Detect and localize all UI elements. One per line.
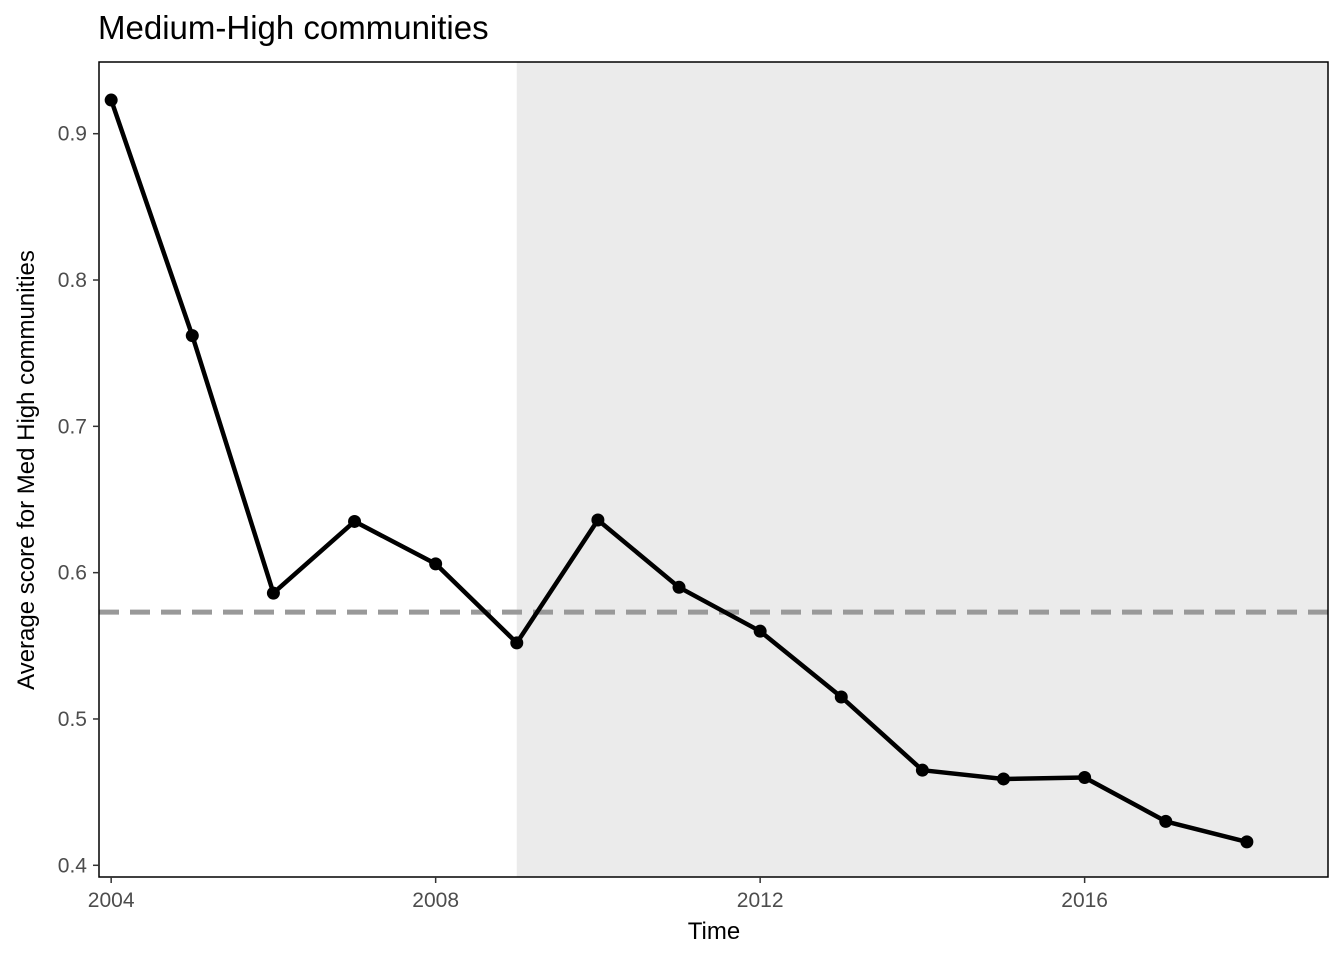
data-point-2013 [834, 690, 848, 704]
data-point-2004 [104, 93, 118, 107]
y-tick-label: 0.6 [58, 562, 87, 585]
data-point-2009 [510, 636, 524, 650]
y-tick-label: 0.4 [58, 854, 88, 877]
x-axis-title: Time [688, 918, 740, 945]
plot-background [99, 62, 1328, 877]
data-point-2017 [1159, 814, 1173, 828]
data-point-2005 [185, 329, 199, 343]
chart-title: Medium-High communities [98, 9, 489, 46]
x-tick-label: 2008 [412, 889, 459, 912]
x-tick-label: 2012 [737, 889, 784, 912]
data-point-2012 [753, 624, 767, 638]
y-axis-title: Average score for Med High communities [13, 250, 40, 690]
x-tick-label: 2016 [1061, 889, 1108, 912]
axes-layer: 2004 2008 2012 2016 0.4 0.5 0.6 0.7 0.8 0.9 [58, 61, 1329, 912]
series-layer [104, 93, 1254, 849]
y-tick-label: 0.8 [58, 269, 87, 292]
shaded-region [516, 62, 1328, 877]
data-point-2008 [429, 557, 443, 571]
data-point-2010 [591, 513, 605, 527]
data-point-2018 [1240, 835, 1254, 849]
data-point-2011 [672, 580, 686, 594]
data-point-2007 [348, 514, 362, 528]
y-tick-label: 0.7 [58, 415, 87, 438]
plot-border [98, 61, 1329, 878]
y-tick-label: 0.9 [58, 123, 87, 146]
data-point-2014 [915, 763, 929, 777]
data-point-2016 [1078, 771, 1092, 785]
y-tick-label: 0.5 [58, 708, 87, 731]
data-point-2006 [266, 586, 280, 600]
data-point-2015 [997, 772, 1011, 786]
x-tick-label: 2004 [88, 889, 135, 912]
